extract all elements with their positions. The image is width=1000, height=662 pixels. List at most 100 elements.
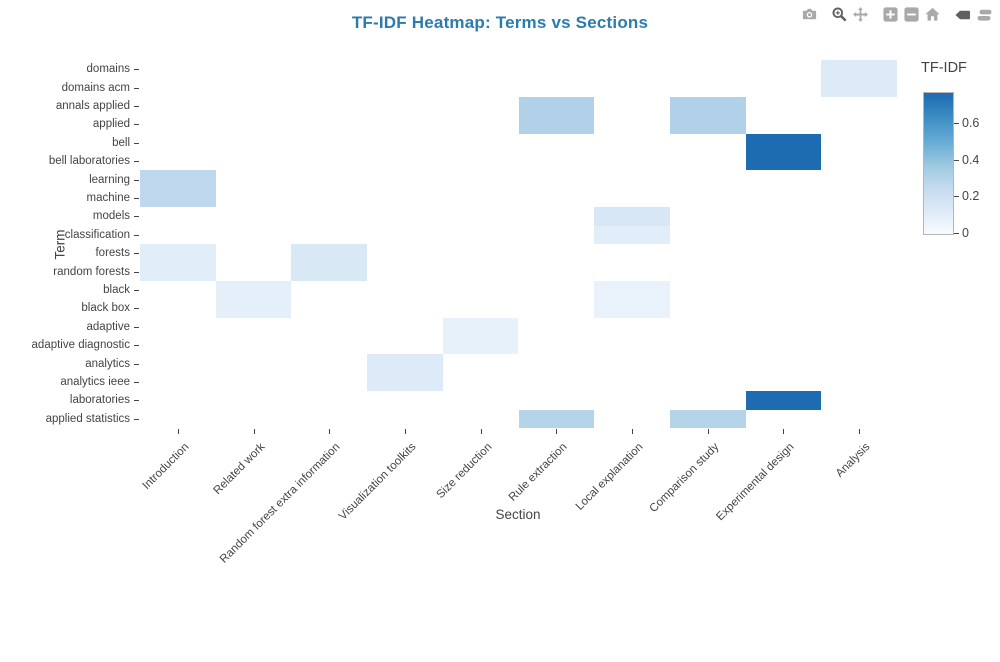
- camera-icon[interactable]: [799, 4, 820, 25]
- heatmap-cell[interactable]: [140, 262, 216, 281]
- heatmap-cell[interactable]: [367, 354, 443, 373]
- y-tick-mark: [134, 308, 139, 309]
- heatmap-cell[interactable]: [745, 152, 822, 171]
- home-icon[interactable]: [922, 4, 943, 25]
- heatmap-cell[interactable]: [442, 336, 519, 355]
- x-tick-mark: [859, 429, 860, 434]
- y-tick-mark: [134, 272, 139, 273]
- heatmap-cell[interactable]: [594, 225, 670, 244]
- y-tick-label: models: [92, 210, 130, 223]
- y-tick-mark: [134, 88, 139, 89]
- y-tick-label: domains: [86, 63, 130, 76]
- heatmap-cell[interactable]: [140, 244, 216, 263]
- x-tick-mark: [481, 429, 482, 434]
- colorbar-tick-mark: [954, 233, 959, 234]
- y-tick-mark: [134, 364, 139, 365]
- y-tick-label: analytics: [85, 357, 130, 370]
- y-tick-label: bell: [112, 136, 130, 149]
- y-tick-mark: [134, 216, 139, 217]
- pan-icon[interactable]: [850, 4, 871, 25]
- colorbar-tick-label: 0.4: [962, 153, 980, 167]
- x-tick-mark: [178, 429, 179, 434]
- heatmap-cell[interactable]: [745, 133, 822, 152]
- y-tick-mark: [134, 161, 139, 162]
- heatmap-cell[interactable]: [594, 207, 670, 226]
- x-tick-mark: [708, 429, 709, 434]
- y-tick-mark: [134, 235, 139, 236]
- hover-compare-icon[interactable]: [973, 4, 994, 25]
- zoom-icon[interactable]: [829, 4, 850, 25]
- y-tick-label: bell laboratories: [48, 155, 130, 168]
- y-tick-label: annals applied: [55, 100, 130, 112]
- heatmap-cell[interactable]: [821, 78, 897, 97]
- heatmap-cell[interactable]: [442, 317, 519, 336]
- heatmap-cell[interactable]: [518, 409, 595, 428]
- colorbar-title: TF-IDF: [921, 60, 967, 76]
- y-tick-mark: [134, 290, 139, 291]
- colorbar-gradient: [923, 92, 954, 235]
- heatmap-cell[interactable]: [594, 299, 670, 318]
- zoom-out-icon[interactable]: [901, 4, 922, 25]
- colorbar-tick-mark: [954, 123, 959, 124]
- heatmap-plot-area[interactable]: [140, 60, 897, 428]
- heatmap-cell[interactable]: [215, 299, 292, 318]
- heatmap-cell[interactable]: [669, 409, 746, 428]
- x-tick-mark: [632, 429, 633, 434]
- y-tick-mark: [134, 327, 139, 328]
- y-tick-label: analytics ieee: [60, 376, 130, 388]
- colorbar-tick-mark: [954, 160, 959, 161]
- colorbar-tick-label: 0.2: [962, 189, 980, 203]
- zoom-in-icon[interactable]: [880, 4, 901, 25]
- heatmap-cell[interactable]: [367, 372, 443, 392]
- y-tick-mark: [134, 143, 139, 144]
- y-tick-label: machine: [86, 192, 130, 204]
- heatmap-cell[interactable]: [745, 391, 822, 410]
- x-axis-title: Section: [495, 507, 541, 522]
- y-tick-mark: [134, 345, 139, 346]
- y-tick-label: applied: [92, 118, 130, 131]
- x-tick-mark: [556, 429, 557, 434]
- y-tick-label: domains acm: [61, 81, 130, 94]
- hover-closest-icon[interactable]: [952, 4, 973, 25]
- heatmap-cell[interactable]: [140, 170, 216, 189]
- colorbar-tick-label: 0.6: [962, 116, 980, 130]
- y-tick-mark: [134, 124, 139, 125]
- heatmap-cell[interactable]: [669, 115, 746, 134]
- heatmap-cell[interactable]: [291, 262, 368, 281]
- heatmap-cell[interactable]: [140, 188, 216, 208]
- x-tick-mark: [254, 429, 255, 434]
- y-tick-mark: [134, 180, 139, 181]
- heatmap-cell[interactable]: [669, 96, 746, 116]
- y-tick-mark: [134, 400, 139, 401]
- heatmap-cell[interactable]: [215, 280, 292, 300]
- x-tick-mark: [405, 429, 406, 434]
- heatmap-cell[interactable]: [518, 115, 595, 134]
- y-tick-label: classification: [64, 228, 130, 241]
- heatmap-cell[interactable]: [594, 280, 670, 300]
- y-tick-label: laboratories: [69, 394, 130, 407]
- modebar: [790, 4, 994, 25]
- y-tick-mark: [134, 253, 139, 254]
- y-tick-label: forests: [95, 247, 130, 260]
- y-tick-label: learning: [89, 173, 130, 186]
- y-tick-mark: [134, 69, 139, 70]
- y-tick-label: applied statistics: [45, 412, 130, 425]
- y-tick-mark: [134, 198, 139, 199]
- y-tick-mark: [134, 382, 139, 383]
- heatmap-cell[interactable]: [821, 60, 897, 79]
- colorbar-tick-label: 0: [962, 226, 969, 240]
- page-title: TF-IDF Heatmap: Terms vs Sections: [351, 13, 649, 32]
- y-tick-label: black box: [81, 302, 130, 315]
- y-tick-mark: [134, 106, 139, 107]
- y-tick-label: black: [103, 284, 130, 296]
- x-tick-mark: [783, 429, 784, 434]
- x-tick-mark: [329, 429, 330, 434]
- heatmap-cell[interactable]: [518, 96, 595, 116]
- y-tick-label: adaptive diagnostic: [31, 339, 130, 352]
- colorbar-tick-mark: [954, 196, 959, 197]
- heatmap-cell[interactable]: [291, 244, 368, 263]
- y-axis-title: Term: [52, 229, 68, 260]
- y-tick-label: random forests: [53, 265, 130, 278]
- y-tick-mark: [134, 419, 139, 420]
- y-tick-label: adaptive: [86, 320, 130, 333]
